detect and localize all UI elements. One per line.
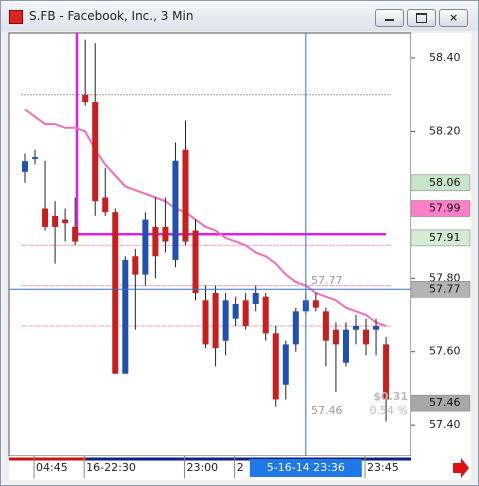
price-label-box xyxy=(410,200,471,217)
candle-body xyxy=(212,292,219,349)
crosshair-time-box xyxy=(249,459,362,477)
candle-body xyxy=(222,300,229,341)
candle-body xyxy=(332,329,339,345)
maximize-button[interactable] xyxy=(407,9,436,27)
candle-body xyxy=(373,326,380,330)
candle-body xyxy=(202,300,209,345)
candle-body xyxy=(282,344,289,385)
candle-body xyxy=(383,344,390,400)
annotation: 0.54 % xyxy=(370,404,408,417)
candle-body xyxy=(252,292,259,304)
annotation: 57.46 xyxy=(311,404,343,417)
candle-body xyxy=(162,226,169,242)
crosshair-time: 5-16-14 23:36 xyxy=(267,461,345,474)
y-tick-label: 58.40 xyxy=(429,51,461,64)
candle-body xyxy=(152,226,159,257)
candle-body xyxy=(112,212,119,374)
chart: 04:45 16-22:30 23:00 2 23:45 5-16-14 23:36 57.… xyxy=(8,32,471,480)
candle-body xyxy=(62,219,69,224)
x-tick-label: 23:00 xyxy=(186,461,218,474)
annotation: 57.77 xyxy=(311,274,343,287)
candle-body xyxy=(42,208,49,227)
price-label: 57.46 xyxy=(429,396,461,409)
candle-body xyxy=(92,102,99,202)
candle-body xyxy=(132,256,139,275)
candle-body xyxy=(232,303,239,319)
window-title: S.FB - Facebook, Inc., 3 Min xyxy=(29,9,194,23)
candle-body xyxy=(32,157,39,159)
price-label: 57.77 xyxy=(429,282,461,295)
candle-body xyxy=(322,311,329,341)
x-tick-label: 2 xyxy=(237,461,244,474)
candle-body xyxy=(172,160,179,260)
plot-area xyxy=(8,32,412,457)
moving-average xyxy=(24,108,387,327)
candle-body xyxy=(142,219,149,275)
price-label-box xyxy=(410,281,471,298)
app-icon xyxy=(9,10,23,24)
candle-body xyxy=(363,329,370,345)
title-bar: S.FB - Facebook, Inc., 3 Min × xyxy=(1,1,478,31)
candle-body xyxy=(262,296,269,334)
price-label: 57.91 xyxy=(429,231,461,244)
candle-body xyxy=(342,329,349,363)
close-button[interactable]: × xyxy=(439,9,468,27)
x-tick-label: 23:45 xyxy=(367,461,399,474)
y-tick-label: 57.60 xyxy=(429,345,461,358)
price-label-box xyxy=(410,174,471,192)
candle-body xyxy=(122,259,129,374)
price-label: 58.06 xyxy=(429,176,461,189)
candle-body xyxy=(82,94,89,103)
price-label: 57.99 xyxy=(429,202,461,215)
price-label-box xyxy=(410,394,471,412)
x-tick-label: 16-22:30 xyxy=(86,461,136,474)
y-tick-label: 58.20 xyxy=(429,124,461,137)
candle-body xyxy=(272,333,279,400)
candle-body xyxy=(242,300,249,327)
minimize-button[interactable] xyxy=(375,9,404,27)
x-tick-label: 04:45 xyxy=(36,461,68,474)
candle-body xyxy=(292,311,299,345)
candle-body xyxy=(22,161,28,172)
y-tick-label: 57.40 xyxy=(429,418,461,431)
candle-body xyxy=(352,326,359,330)
candle-body xyxy=(52,215,59,227)
candle-body xyxy=(312,300,319,308)
candle-body xyxy=(182,149,189,242)
candle-body xyxy=(72,226,79,242)
candle-body xyxy=(192,230,199,293)
candle-body xyxy=(102,197,109,213)
y-tick-label: 57.80 xyxy=(429,271,461,284)
annotation: $0.31 xyxy=(373,390,408,403)
price-label-box xyxy=(410,229,471,247)
scroll-arrow[interactable] xyxy=(453,458,469,478)
